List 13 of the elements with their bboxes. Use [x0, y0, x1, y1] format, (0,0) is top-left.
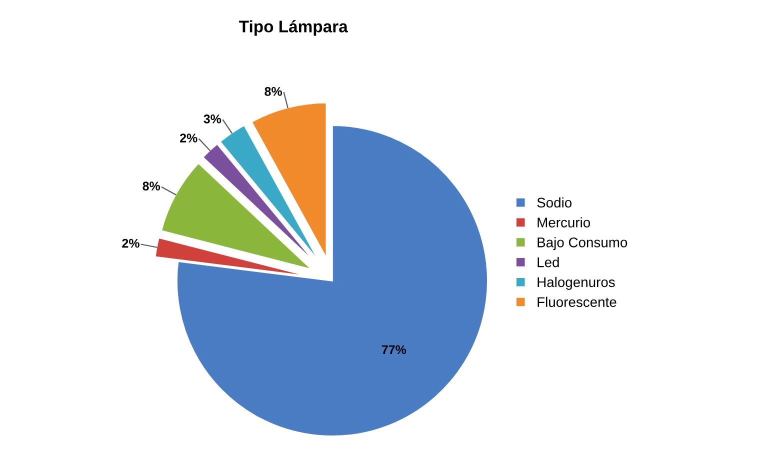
chart-title: Tipo Lámpara — [239, 20, 348, 36]
legend-label: Mercurio — [538, 217, 590, 228]
legend-label: Sodio — [537, 197, 572, 208]
legend-label: Halogenuros — [538, 276, 615, 290]
data-label: 2% — [180, 134, 198, 142]
data-label: 3% — [204, 114, 222, 124]
data-label: 2% — [122, 238, 140, 248]
legend-label: Led — [538, 257, 559, 268]
legend-label: Fluorescente — [538, 296, 616, 308]
legend-label: Bajo Consumo — [538, 237, 628, 250]
data-label: 77% — [382, 345, 406, 354]
data-label: 8% — [264, 87, 282, 96]
data-label: 8% — [142, 182, 160, 190]
